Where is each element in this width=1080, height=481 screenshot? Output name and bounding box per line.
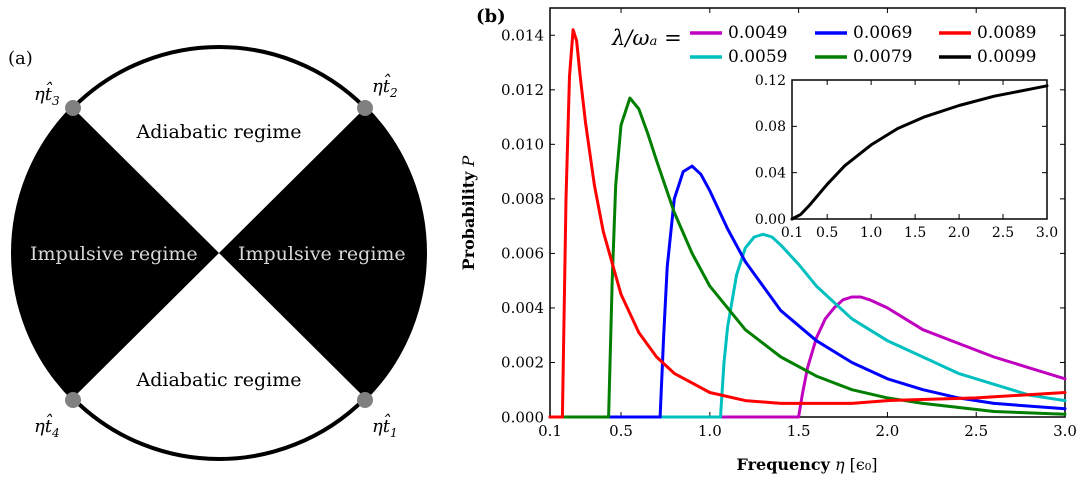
series-line-0.0059 [548,232,1067,419]
legend-label-0.0059: 0.0059 [728,47,787,67]
y-tick-label: 0.014 [501,27,544,45]
svg-text:ηt̂1: ηt̂1 [372,412,398,440]
legend-label-0.0099: 0.0099 [977,47,1036,67]
inset-y-tick-label: 0.12 [755,73,786,89]
inset-frame [791,79,1048,220]
legend-label-0.0049: 0.0049 [728,23,787,43]
inset-x-tick-label: 2.0 [948,225,970,241]
inset-x-tick-label: 1.5 [904,225,926,241]
x-tick-label: 1.0 [698,422,722,440]
inset-y-tick-label: 0.00 [755,212,786,228]
plot-frame [549,7,1066,418]
impulsive-region-right [219,108,425,398]
probability-chart: (b) 0.0000.0020.0040.0060.0080.0100.0120… [459,6,1077,474]
series-lines [548,28,1067,419]
label-t4: ηt̂4 [34,412,60,440]
panel-label-a: (a) [8,48,33,69]
x-axis: 0.1 0.5 1.0 1.5 2.0 2.5 3.0 [538,8,1077,440]
inset-x-tick-label: 0.5 [816,225,838,241]
x-tick-label: 2.0 [875,422,899,440]
y-tick-label: 0.006 [501,245,544,263]
inset-x-axis: 0.1 0.5 1.0 1.5 2.0 2.5 3.0 [781,80,1058,241]
region-label-right: Impulsive regime [238,243,406,265]
legend-label-0.0079: 0.0079 [853,47,912,67]
svg-text:ηt̂2: ηt̂2 [372,72,398,100]
legend-label-0.0069: 0.0069 [853,23,912,43]
inset-y-tick-label: 0.08 [755,119,786,135]
y-axis: 0.000 0.002 0.004 0.006 0.008 0.010 0.012 0.014 [501,27,1065,426]
series-line-0.0069 [548,164,1067,419]
series-line-0.0089 [548,28,1067,419]
point-t2 [357,100,373,116]
inset-chart: 0.00 0.04 0.08 0.12 0.1 0.5 1.0 1.5 2.0 2.5 3.0 [755,73,1058,241]
inset-x-tick-label: 0.1 [781,225,803,241]
y-tick-label: 0.002 [501,354,544,372]
panel-label-b: (b) [476,6,506,27]
x-tick-label: 2.5 [964,422,988,440]
y-tick-label: 0.010 [501,136,544,154]
inset-series [790,84,1049,221]
series-line-0.0049 [548,295,1067,419]
y-tick-label: 0.012 [501,81,544,99]
x-tick-label: 0.1 [538,422,562,440]
region-label-top: Adiabatic regime [136,121,302,143]
x-tick-label: 0.5 [609,422,633,440]
impulsive-region-left [13,108,220,398]
point-t3 [65,100,81,116]
legend: λ/ωₐ = 0.0049 0.0059 0.0069 0.0079 0.0089 0.0… [611,23,1036,67]
legend-title: λ/ωₐ = [611,26,682,50]
inset-y-tick-label: 0.04 [755,166,786,182]
legend-label-0.0089: 0.0089 [977,23,1036,43]
region-label-left: Impulsive regime [30,243,198,265]
regime-diagram: (a) Adiabatic regime Adiabatic regime Im… [8,45,427,461]
inset-x-tick-label: 1.0 [860,225,882,241]
y-axis-label: Probability P [459,155,478,270]
point-t4 [65,392,81,408]
y-tick-label: 0.008 [501,190,544,208]
label-t3: ηt̂3 [34,80,60,108]
inset-x-tick-label: 2.5 [992,225,1014,241]
diagram-circle [11,45,427,461]
y-tick-label: 0.000 [501,408,544,426]
point-t1 [357,392,373,408]
x-axis-label: Frequency η [ϵ₀] [737,455,878,474]
y-tick-label: 0.004 [501,299,544,317]
svg-text:ηt̂3: ηt̂3 [34,80,60,108]
inset-x-tick-label: 3.0 [1036,225,1058,241]
inset-series-line [790,84,1049,221]
label-t2: ηt̂2 [372,72,398,100]
label-t1: ηt̂1 [372,412,398,440]
svg-text:ηt̂4: ηt̂4 [34,412,60,440]
region-label-bottom: Adiabatic regime [136,369,302,391]
series-line-0.0079 [548,96,1067,419]
x-tick-label: 1.5 [787,422,811,440]
x-tick-label: 3.0 [1053,422,1077,440]
inset-y-axis: 0.00 0.04 0.08 0.12 [755,73,1047,228]
